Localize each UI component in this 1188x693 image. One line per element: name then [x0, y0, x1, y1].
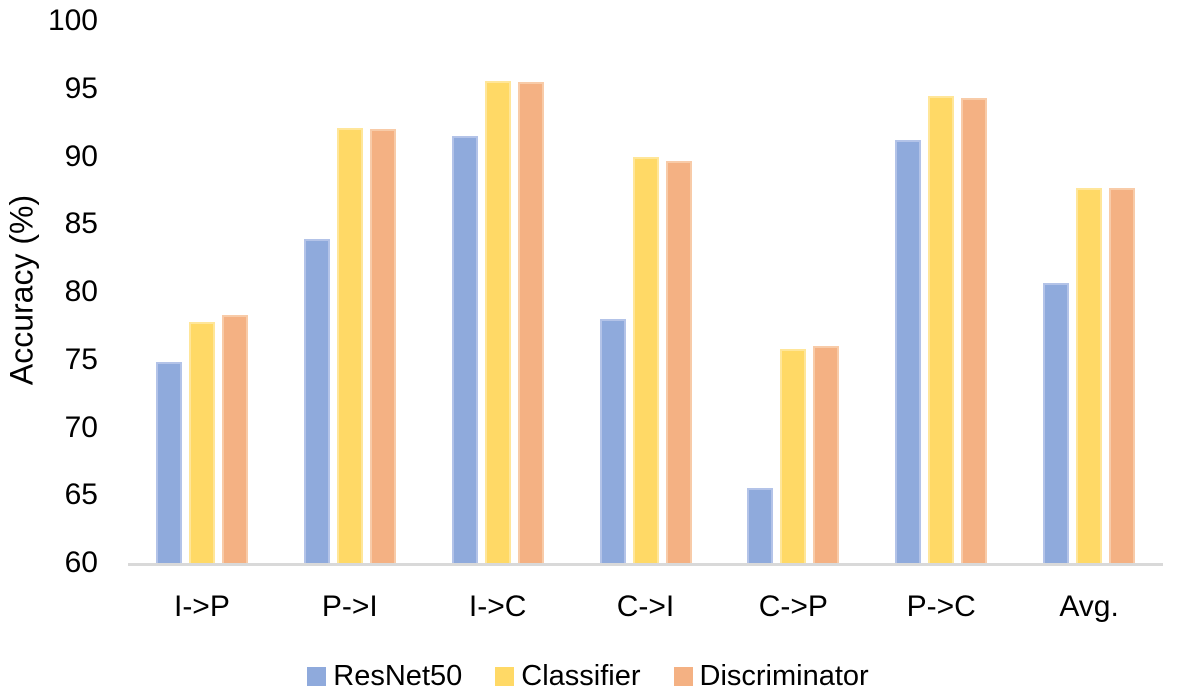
bar-resnet50-p-c — [895, 140, 922, 563]
y-tick-label-75: 75 — [64, 342, 98, 376]
legend-swatch-icon-discriminator — [673, 666, 693, 686]
bar-resnet50-i-p — [155, 362, 182, 563]
legend-label-classifier: Classifier — [521, 660, 641, 692]
legend: ResNet50 Classifier Discriminator — [0, 659, 1176, 693]
x-axis-line — [128, 563, 1163, 566]
bar-discriminator-c-p — [813, 346, 840, 563]
bar-classifier-i-c — [484, 80, 511, 563]
bar-discriminator-p-i — [369, 129, 396, 563]
legend-label-resnet50: ResNet50 — [333, 660, 463, 692]
x-category-label-i-p: I->P — [173, 590, 230, 623]
bar-discriminator-i-c — [517, 81, 544, 563]
bar-discriminator-avg — [1109, 187, 1136, 563]
bar-classifier-c-p — [780, 348, 807, 563]
bar-discriminator-p-c — [961, 98, 988, 563]
legend-item-classifier: Classifier — [495, 659, 641, 693]
y-tick-label-60: 60 — [64, 546, 98, 579]
legend-swatch-icon-classifier — [495, 666, 515, 686]
y-tick-label-65: 65 — [64, 478, 98, 512]
x-category-label-i-c: I->C — [468, 590, 527, 623]
legend-swatch-icon-resnet50 — [307, 666, 327, 686]
y-tick-label-85: 85 — [64, 207, 98, 241]
bar-discriminator-c-i — [665, 160, 692, 563]
bar-classifier-i-p — [188, 321, 215, 563]
x-category-label-c-p: C->P — [758, 590, 828, 623]
y-tick-label-70: 70 — [64, 410, 98, 444]
y-tick-label-95: 95 — [64, 71, 98, 105]
y-tick-label-80: 80 — [64, 275, 98, 308]
bar-resnet50-avg — [1043, 282, 1070, 563]
x-category-label-c-i: C->I — [616, 590, 675, 623]
x-category-label-avg: Avg. — [1059, 590, 1119, 623]
y-tick-label-90: 90 — [64, 139, 98, 173]
bar-resnet50-p-i — [303, 239, 330, 563]
bar-discriminator-i-p — [221, 315, 248, 563]
bar-classifier-c-i — [632, 156, 659, 563]
x-category-label-p-i: P->I — [321, 590, 378, 623]
legend-item-resnet50: ResNet50 — [307, 659, 462, 693]
bar-resnet50-i-c — [451, 136, 478, 563]
legend-item-discriminator: Discriminator — [673, 659, 869, 693]
bar-classifier-p-i — [336, 128, 363, 563]
bar-classifier-p-c — [928, 95, 955, 563]
bar-classifier-avg — [1076, 187, 1103, 563]
legend-label-discriminator: Discriminator — [699, 660, 869, 692]
bar-resnet50-c-i — [599, 319, 626, 563]
x-category-label-p-c: P->C — [906, 590, 976, 623]
y-tick-label-100: 100 — [47, 4, 98, 37]
bar-resnet50-c-p — [747, 488, 774, 563]
